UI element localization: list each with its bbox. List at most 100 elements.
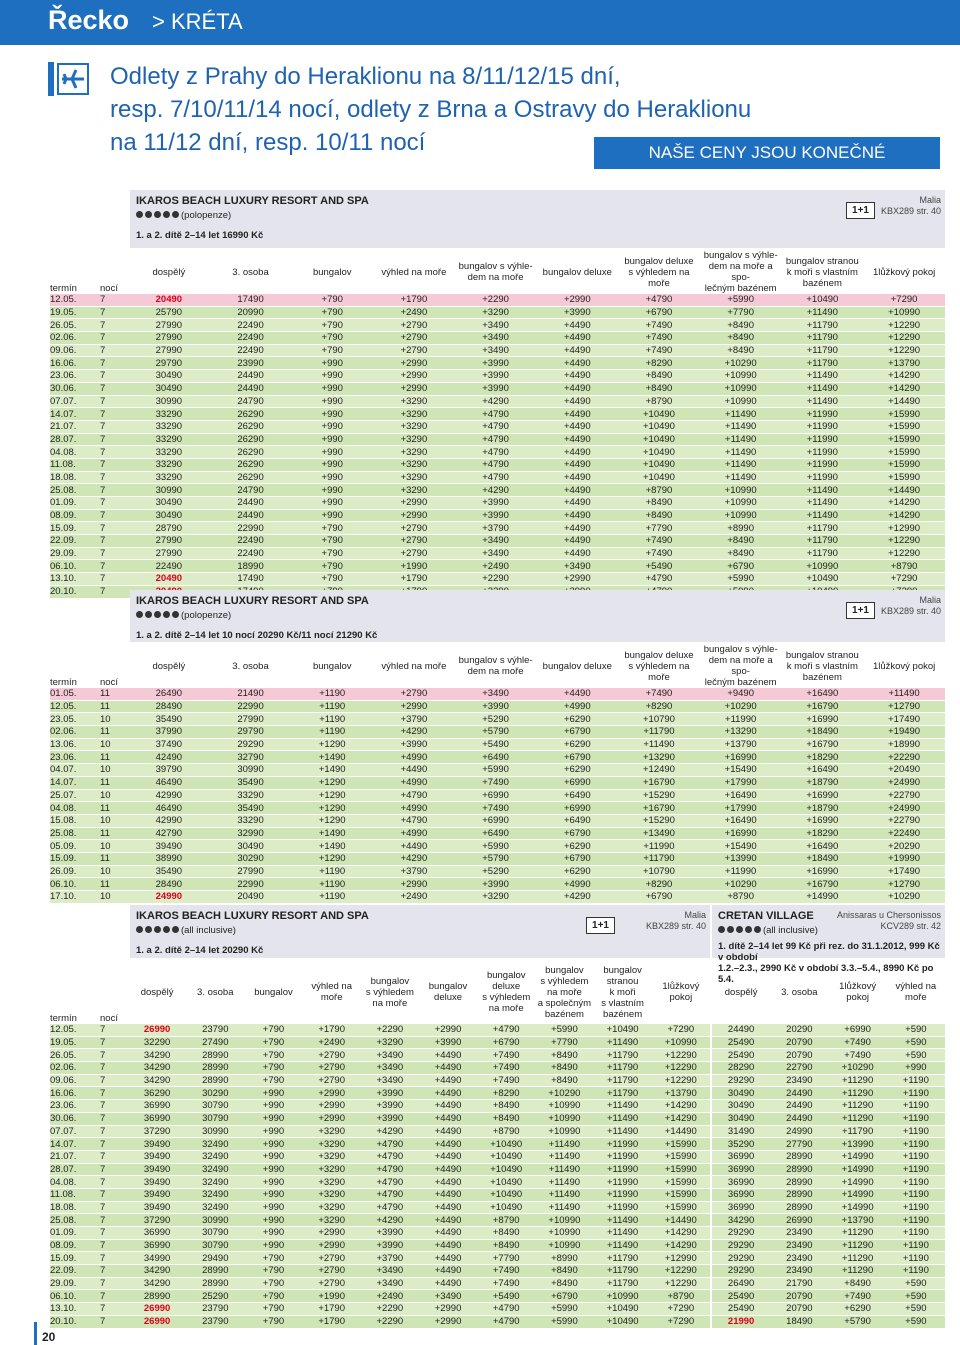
price-cell: +990 <box>886 1061 945 1075</box>
price-cell: +7490 <box>477 1264 536 1278</box>
price-cell: +4790 <box>360 1175 419 1189</box>
price-cell: +4490 <box>536 369 619 383</box>
date-cell: 7 <box>100 1188 128 1202</box>
price-cell: +1290 <box>291 738 374 752</box>
price-cell: +5990 <box>699 294 782 307</box>
price-cell: +16490 <box>699 789 782 803</box>
price-cell: +11490 <box>593 1213 652 1227</box>
price-cell: +6290 <box>828 1302 887 1316</box>
price-cell: +14990 <box>828 1163 887 1177</box>
price-cell: 32290 <box>128 1036 187 1050</box>
price-cell: +790 <box>291 294 374 307</box>
price-cell: 24790 <box>209 395 292 409</box>
price-cell: +8790 <box>863 559 945 574</box>
price-cell: 24490 <box>209 496 292 510</box>
date-cell: 7 <box>100 1226 128 1240</box>
reference: KCV289 str. 42 <box>880 921 941 931</box>
price-cell: +790 <box>244 1048 303 1063</box>
price-cell: +8790 <box>477 1125 536 1139</box>
price-cell: +16990 <box>699 827 782 841</box>
price-cell: +2990 <box>302 1226 361 1240</box>
column-header: bungalov deluxe <box>428 981 468 1003</box>
price-cell: 21990 <box>712 1315 771 1329</box>
date-cell: 7 <box>100 521 128 536</box>
thead: termín nocí dospělý 3. osoba bungalov výhled … <box>50 644 945 688</box>
price-cell: +3290 <box>302 1188 361 1202</box>
price-cell: +4490 <box>536 458 619 472</box>
price-cell: 39790 <box>128 763 210 777</box>
price-cell: 33290 <box>128 420 210 434</box>
price-cell: +12290 <box>863 331 945 345</box>
price-cell: +4990 <box>373 827 455 841</box>
price-cell: +8490 <box>477 1112 536 1126</box>
flight-icon <box>48 62 89 96</box>
price-table: termín nocí dospělý 3. osoba bungalov výhled … <box>50 960 710 1329</box>
price-cell: +990 <box>291 471 374 485</box>
price-cell: +1190 <box>886 1175 945 1189</box>
date-cell: 7 <box>100 547 128 561</box>
price-row: 28.07. 7 33290 26290 +990 +3290 +4790 +4490 +104… <box>50 433 945 447</box>
date-cell: 7 <box>100 1251 128 1266</box>
price-cell: +10290 <box>699 877 782 891</box>
price-cell: 35490 <box>209 776 292 790</box>
date-cell: 11 <box>100 827 128 841</box>
price-cell: +5990 <box>454 763 537 777</box>
price-cell: +5490 <box>454 738 537 752</box>
price-cell: +2990 <box>302 1099 361 1113</box>
price-cell: +6790 <box>536 852 619 866</box>
price-cell: 30790 <box>186 1239 245 1253</box>
date-cell: 12.05. <box>50 294 100 307</box>
price-cell: +6990 <box>828 1024 887 1037</box>
price-cell: +11490 <box>863 688 945 701</box>
price-cell: 46490 <box>128 801 210 815</box>
price-cell: +10990 <box>699 509 782 523</box>
price-cell: 23490 <box>770 1251 829 1266</box>
price-cell: +2790 <box>302 1251 361 1266</box>
price-table: termín nocí dospělý 3. osoba bungalov výhled … <box>50 250 945 599</box>
price-cell: +16990 <box>781 789 864 803</box>
price-cell: 36990 <box>712 1163 771 1177</box>
price-cell: +3790 <box>373 865 455 879</box>
price-cell: +7490 <box>618 688 700 701</box>
price-cell: +4490 <box>418 1251 478 1266</box>
date-cell: 16.06. <box>50 1086 100 1101</box>
date-cell: 30.06. <box>50 1112 100 1126</box>
date-cell: 11 <box>100 801 128 815</box>
price-row: 23.06. 7 30490 24490 +990 +2990 +3990 +4490 +849… <box>50 369 945 383</box>
price-cell: 17490 <box>209 572 292 586</box>
date-cell: 29.09. <box>50 1277 100 1291</box>
price-cell: +8490 <box>477 1099 536 1113</box>
price-cell: +4490 <box>418 1188 478 1202</box>
price-cell: 28990 <box>770 1188 829 1202</box>
price-cell: 23790 <box>186 1315 245 1329</box>
price-cell: 29490 <box>186 1251 245 1266</box>
price-cell: +8490 <box>535 1277 594 1291</box>
star <box>745 926 752 933</box>
price-cell: +4490 <box>418 1277 478 1291</box>
price-cell: +14290 <box>651 1099 710 1113</box>
price-cell: +3290 <box>302 1213 361 1227</box>
price-cell: +2790 <box>373 534 455 548</box>
price-cell: +1790 <box>302 1024 361 1037</box>
column-header: bungalov deluxe <box>542 266 612 278</box>
date-cell: 11 <box>100 700 128 714</box>
price-cell: +7490 <box>828 1289 887 1304</box>
price-cell: +3490 <box>360 1048 419 1063</box>
price-row: 20.10. 7 26990 23790 +790 +1790 +2290 +2990 +479… <box>50 1315 710 1329</box>
price-cell: 28990 <box>770 1163 829 1177</box>
price-cell: +6790 <box>618 890 700 904</box>
price-cell: +1190 <box>886 1086 945 1101</box>
price-cell: +990 <box>291 433 374 447</box>
price-cell: +4790 <box>477 1302 536 1316</box>
price-cell: +10490 <box>781 572 864 586</box>
date-cell: 09.06. <box>50 344 100 358</box>
date-cell: 25.07. <box>50 789 100 803</box>
price-cell: 33290 <box>128 458 210 472</box>
price-cell: +8290 <box>618 700 700 714</box>
price-cell: +7490 <box>477 1074 536 1088</box>
price-cell: +1290 <box>291 814 374 828</box>
price-cell: 37490 <box>128 738 210 752</box>
price-cell: 42490 <box>128 750 210 765</box>
date-cell: 7 <box>100 1239 128 1253</box>
